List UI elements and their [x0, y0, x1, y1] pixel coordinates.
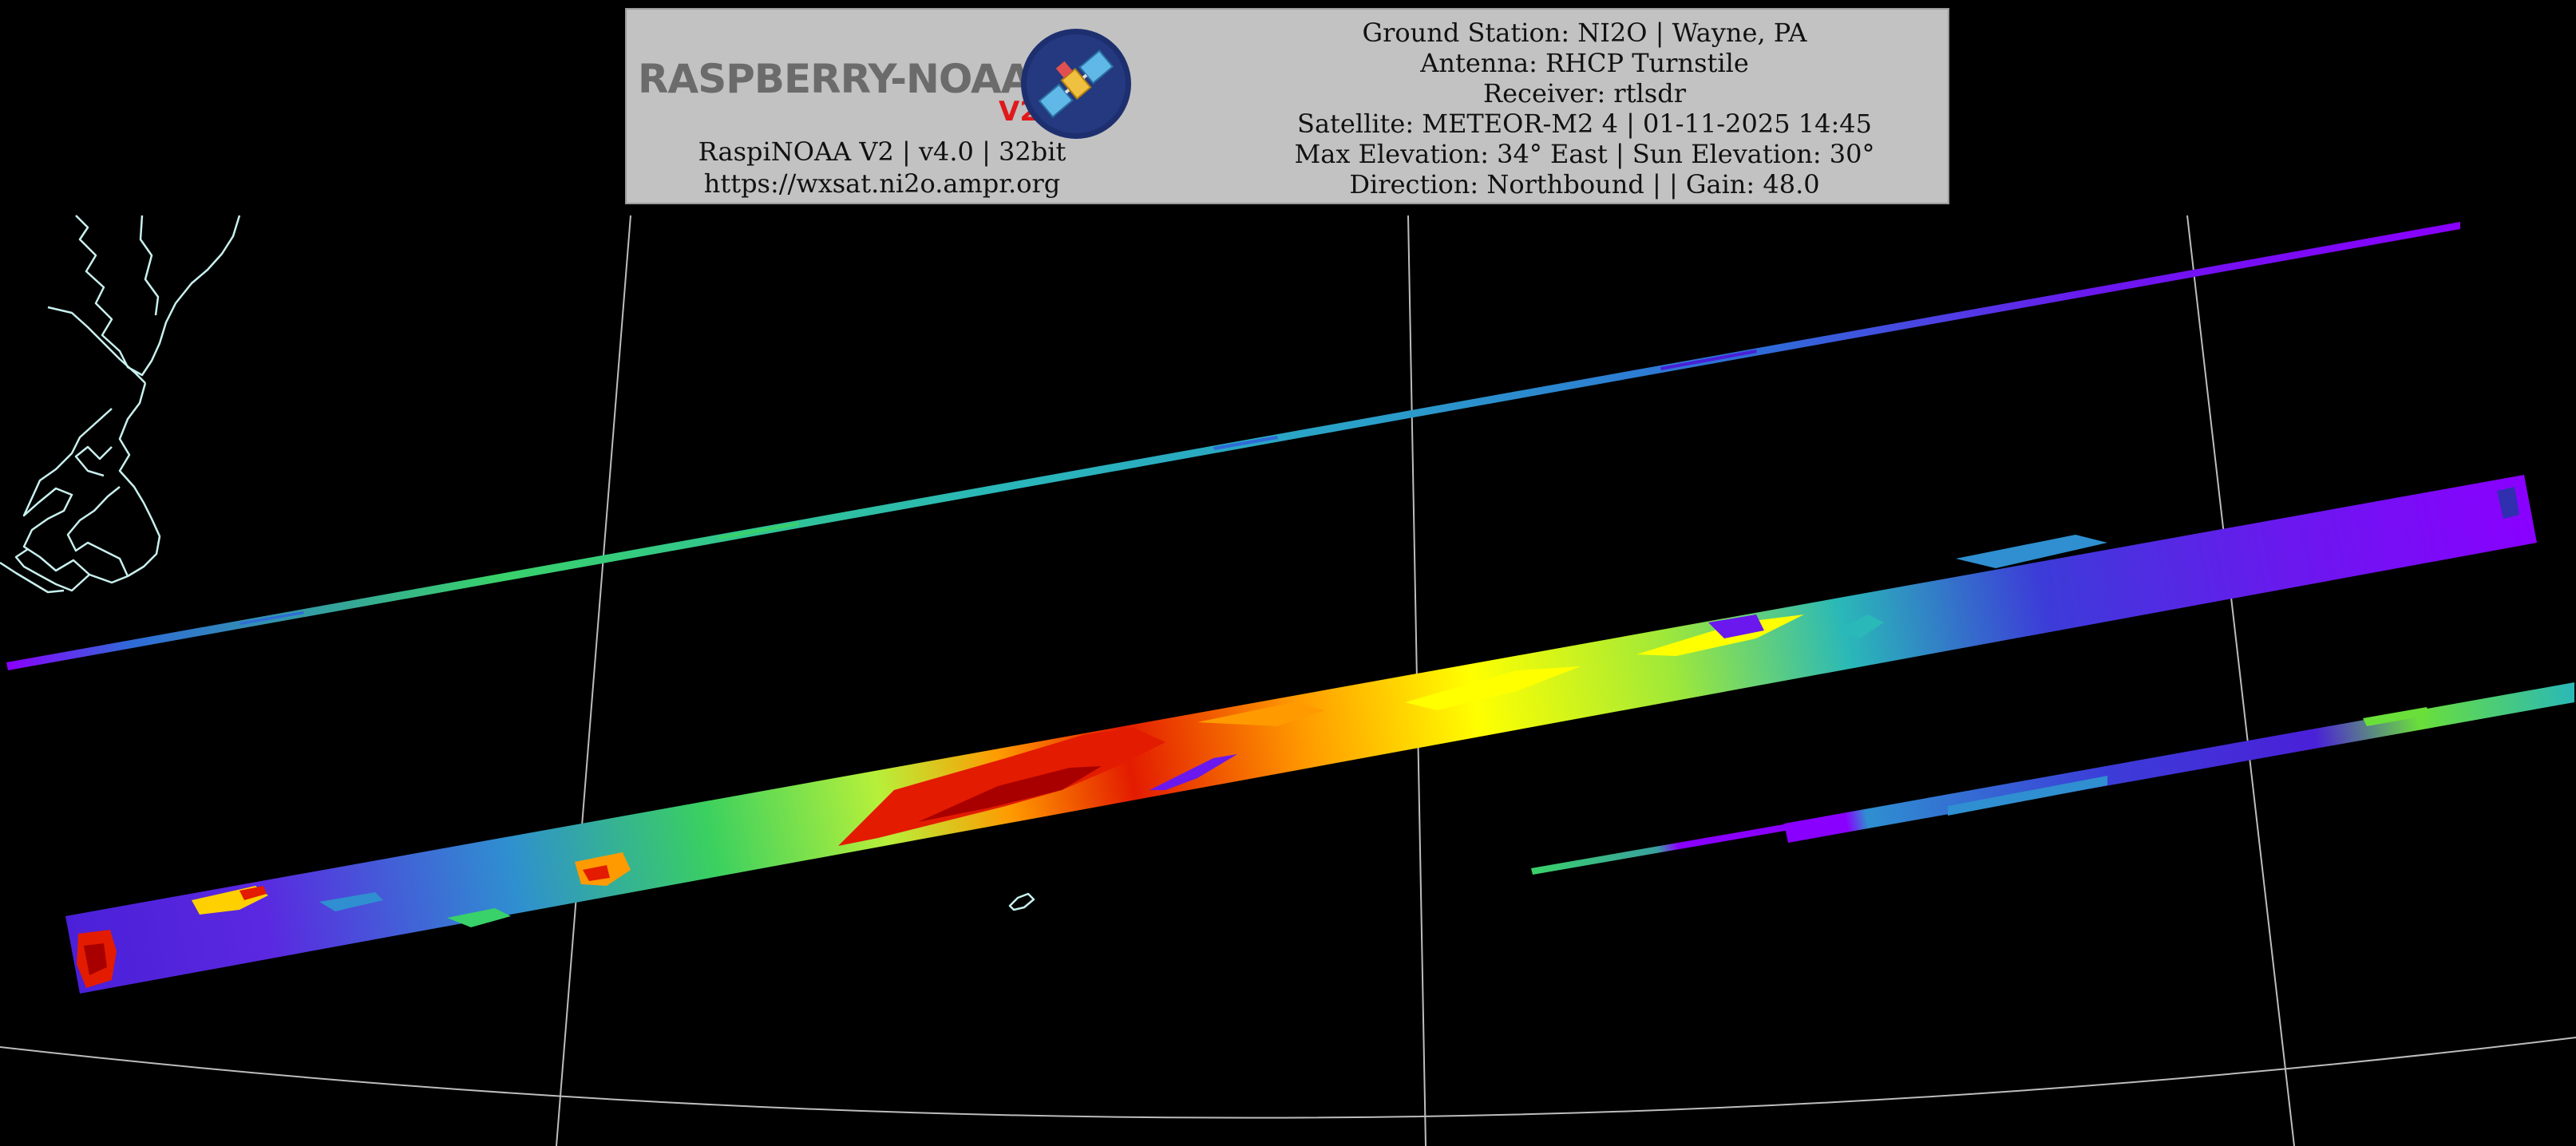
elevation-line: Max Elevation: 34° East | Sun Elevation:…	[1294, 139, 1875, 169]
meridian-line-1	[556, 215, 631, 1146]
swath-main	[65, 475, 2537, 994]
ground-station-line: Ground Station: NI2O | Wayne, PA	[1362, 18, 1807, 48]
swath-right	[1531, 682, 2574, 875]
graticule	[0, 215, 2576, 1146]
software-info: RaspiNOAA V2 | v4.0 | 32bit https://wxsa…	[627, 136, 1138, 200]
satellite-logo-icon	[1021, 29, 1131, 139]
pass-details: Ground Station: NI2O | Wayne, PA Antenna…	[1233, 18, 1936, 200]
software-version-line: RaspiNOAA V2 | v4.0 | 32bit	[698, 136, 1066, 167]
antenna-line: Antenna: RHCP Turnstile	[1420, 48, 1749, 78]
website-url-line: https://wxsat.ni2o.ampr.org	[703, 168, 1061, 199]
direction-gain-line: Direction: Northbound | | Gain: 48.0	[1349, 169, 1820, 200]
logo-text: RASPBERRY-NOAA	[638, 56, 1031, 102]
receiver-line: Receiver: rtlsdr	[1483, 78, 1686, 109]
raspberry-noaa-logo: RASPBERRY-NOAA V2	[633, 16, 1136, 144]
swath-top	[6, 222, 2460, 670]
parallel-arc	[0, 1037, 2576, 1119]
pass-info-header: RASPBERRY-NOAA V2 RaspiNOAA V2 | v4.0 | …	[625, 8, 1949, 204]
coastline	[0, 215, 1035, 911]
satellite-line: Satellite: METEOR-M2 4 | 01-11-2025 14:4…	[1297, 109, 1872, 139]
meridian-line-3	[2186, 215, 2295, 1146]
